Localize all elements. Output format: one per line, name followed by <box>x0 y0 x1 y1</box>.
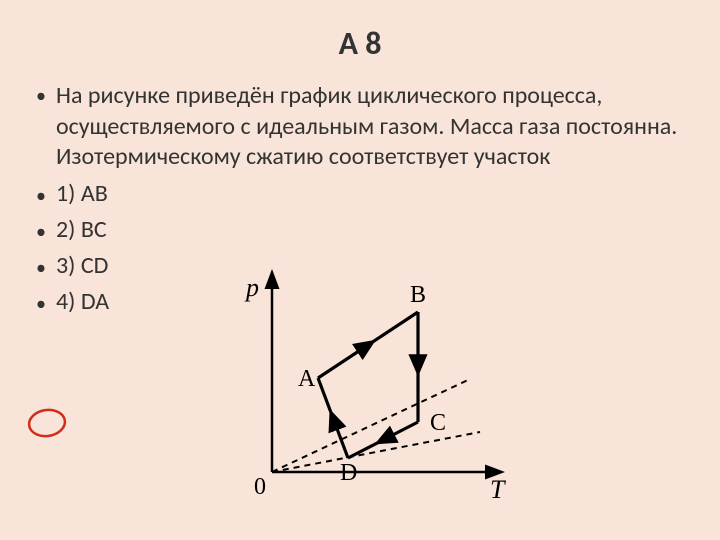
page-title: А 8 <box>0 0 720 81</box>
option-2: • 2) ВС <box>36 212 684 248</box>
bullet-icon: • <box>36 286 56 319</box>
origin-label: 0 <box>254 474 266 500</box>
label-b: B <box>410 282 426 308</box>
option-text: 4) DA <box>56 284 109 320</box>
bullet-icon: • <box>36 178 56 211</box>
option-text: 1) АВ <box>56 176 108 212</box>
label-d: D <box>340 460 357 486</box>
label-c: C <box>430 410 446 436</box>
bullet-icon: • <box>36 81 56 110</box>
answer-circle-mark <box>24 406 70 440</box>
bullet-icon: • <box>36 250 56 283</box>
isotherm-2 <box>272 432 480 472</box>
option-1: • 1) АВ <box>36 176 684 212</box>
edge-ab-1 <box>318 345 368 378</box>
question-line: • На рисунке приведён график циклическог… <box>36 81 684 173</box>
question-text: На рисунке приведён график циклического … <box>56 81 684 173</box>
option-text: 3) СD <box>56 248 108 284</box>
axis-label-p: p <box>244 273 259 302</box>
bullet-icon: • <box>36 214 56 247</box>
option-text: 2) ВС <box>56 212 107 248</box>
edge-cd-1 <box>383 422 418 440</box>
edge-ab-2 <box>368 312 418 345</box>
axis-label-t: T <box>490 475 506 504</box>
edge-da-2 <box>318 378 333 418</box>
edge-cd-2 <box>348 440 383 458</box>
label-a: A <box>298 366 316 392</box>
pt-diagram: p T 0 A B C D <box>232 262 532 522</box>
